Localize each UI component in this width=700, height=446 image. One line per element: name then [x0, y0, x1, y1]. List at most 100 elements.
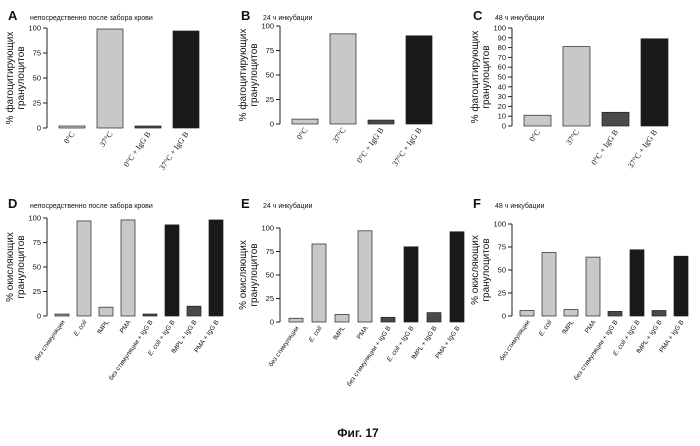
panel-c-category-label: 37°C + IgG B — [626, 128, 659, 170]
panel-a-bar — [59, 126, 85, 128]
panel-f-title: 48 ч инкубации — [495, 202, 544, 210]
panel-e-title: 24 ч инкубации — [263, 202, 312, 210]
panel-d-bar — [77, 221, 91, 316]
panel-c-ytick-label: 90 — [498, 33, 506, 42]
panel-d-ytick-label: 0 — [37, 312, 41, 321]
panel-f-bar — [564, 310, 578, 316]
panel-f-ylabel: % окисляющихгранулоцитов — [470, 235, 492, 305]
panel-a-letter: A — [8, 8, 18, 23]
panel-d-bar — [55, 314, 69, 316]
panel-f-bar — [586, 257, 600, 316]
panel-f-category-label: без стимуляции — [498, 318, 532, 362]
panel-d-bar — [165, 225, 179, 316]
panel-e-bar — [450, 232, 464, 322]
panel-b-category-label: 37°C + IgG B — [391, 126, 424, 168]
panel-b-bar — [368, 120, 394, 124]
panel-c-ytick-label: 50 — [498, 73, 506, 82]
panel-b-category-label: 0°C + IgG B — [355, 126, 386, 165]
panel-b-ytick-label: 50 — [266, 71, 274, 80]
panel-e-ylabel: % окисляющихгранулоцитов — [238, 240, 260, 310]
panel-f-letter: F — [473, 196, 481, 211]
panel-f-ytick-label: 25 — [498, 289, 506, 298]
panel-d: Dнепосредственно после забора крови % оки… — [5, 196, 223, 382]
panel-e-bar — [289, 318, 303, 322]
panel-b-ytick-label: 75 — [266, 46, 274, 55]
panel-a: Aнепосредственно после забора крови% фаг… — [4, 8, 199, 172]
panel-c-bar — [641, 39, 668, 126]
panel-c-category-label: 0°C — [528, 128, 543, 143]
panel-d-ytick-label: 75 — [33, 238, 41, 247]
panel-c-ytick-label: 70 — [498, 53, 506, 62]
panel-a-ytick-label: 100 — [28, 24, 41, 33]
panel-a-category-label: 0°C — [62, 130, 77, 145]
panel-f-category-label: fMPL — [561, 319, 576, 336]
panel-c-category-label: 0°C + IgG B — [589, 128, 620, 167]
panel-e-ytick-label: 0 — [270, 318, 274, 327]
panel-a-bar — [97, 29, 123, 128]
panel-d-ytick-label: 50 — [33, 263, 41, 272]
panel-f: F 48 ч инкубации % окисляющихгранулоцитов 0… — [470, 196, 688, 382]
panel-c-bar — [524, 115, 551, 126]
panel-d-category-label: без стимуляции + IgG B — [107, 319, 155, 382]
panel-e-bar — [404, 247, 418, 322]
panel-c: C48 ч инкубации% фагоцитирующихгранулоци… — [469, 8, 668, 170]
panel-a-ytick-label: 25 — [33, 99, 41, 108]
panel-d-title: непосредственно после забора крови — [30, 202, 153, 210]
panel-d-category-label: без стимуляции — [33, 318, 67, 362]
panel-d-category-label: fMPL — [96, 319, 111, 336]
panel-c-category-label: 37°C — [564, 128, 581, 147]
panel-b-bar — [330, 34, 356, 124]
panel-f-bar — [674, 256, 688, 316]
panel-a-category-label: 37°C — [98, 130, 115, 149]
panel-d-bar — [121, 220, 135, 316]
panel-a-category-label: 37°C + IgG B — [158, 130, 191, 172]
panel-b-bar — [406, 36, 432, 124]
panel-d-ylabel: % окисляющихгранулоцитов — [5, 232, 27, 302]
panel-c-bar — [563, 47, 590, 126]
panel-c-ytick-label: 40 — [498, 82, 506, 91]
panel-d-ytick-label: 25 — [33, 287, 41, 296]
panel-f-ytick-label: 50 — [498, 266, 506, 275]
panel-f-ytick-label: 100 — [493, 220, 506, 229]
figure-caption: Фиг. 17 — [337, 426, 379, 440]
panel-a-ytick-label: 50 — [33, 74, 41, 83]
panel-e-category-label: E. coli — [308, 325, 324, 344]
panel-f-bar — [542, 253, 556, 316]
panel-d-category-label: E. coli — [73, 319, 89, 338]
panel-b-ytick-label: 25 — [266, 95, 274, 104]
panel-f-ytick-label: 0 — [502, 312, 506, 321]
panel-f-bar — [520, 310, 534, 316]
panel-e-bar — [427, 313, 441, 322]
panel-b-category-label: 37°C — [331, 126, 348, 145]
panel-b-ytick-label: 0 — [270, 120, 274, 129]
panel-b: B24 ч инкубации% фагоцитирующихгранулоци… — [237, 8, 432, 168]
panel-c-bar — [602, 112, 629, 126]
panel-b-bar — [292, 119, 318, 124]
panel-a-title: непосредственно после забора крови — [30, 14, 153, 22]
panel-f-category-label: E. coli — [538, 319, 554, 338]
panel-e-category-label: PMA + IgG B — [434, 325, 461, 360]
panel-b-ylabel: % фагоцитирующихгранулоцитов — [237, 29, 260, 122]
panel-c-ytick-label: 60 — [498, 63, 506, 72]
panel-f-bar — [630, 250, 644, 316]
panel-c-ytick-label: 80 — [498, 43, 506, 52]
panel-d-bar — [187, 306, 201, 316]
panel-e-category-label: без стимуляции — [267, 324, 301, 368]
panel-e-bar — [381, 317, 395, 322]
panel-d-letter: D — [8, 196, 17, 211]
panel-a-bar — [135, 126, 161, 128]
panel-d-bar — [209, 220, 223, 316]
panel-f-bar — [608, 311, 622, 316]
panel-e-category-label: fMPL — [332, 325, 347, 342]
panel-f-category-label: без стимуляции + IgG B — [572, 319, 620, 382]
panel-e-category-label: без стимуляции + IgG B — [345, 325, 393, 388]
panel-a-ytick-label: 75 — [33, 49, 41, 58]
panel-d-category-label: PMA — [119, 319, 133, 335]
panel-c-title: 48 ч инкубации — [495, 14, 544, 22]
panel-b-category-label: 0°C — [295, 126, 310, 141]
panel-e-bar — [312, 244, 326, 322]
panel-c-ylabel: % фагоцитирующихгранулоцитов — [469, 31, 492, 124]
panel-c-ytick-label: 10 — [498, 112, 506, 121]
panel-c-ytick-label: 30 — [498, 92, 506, 101]
